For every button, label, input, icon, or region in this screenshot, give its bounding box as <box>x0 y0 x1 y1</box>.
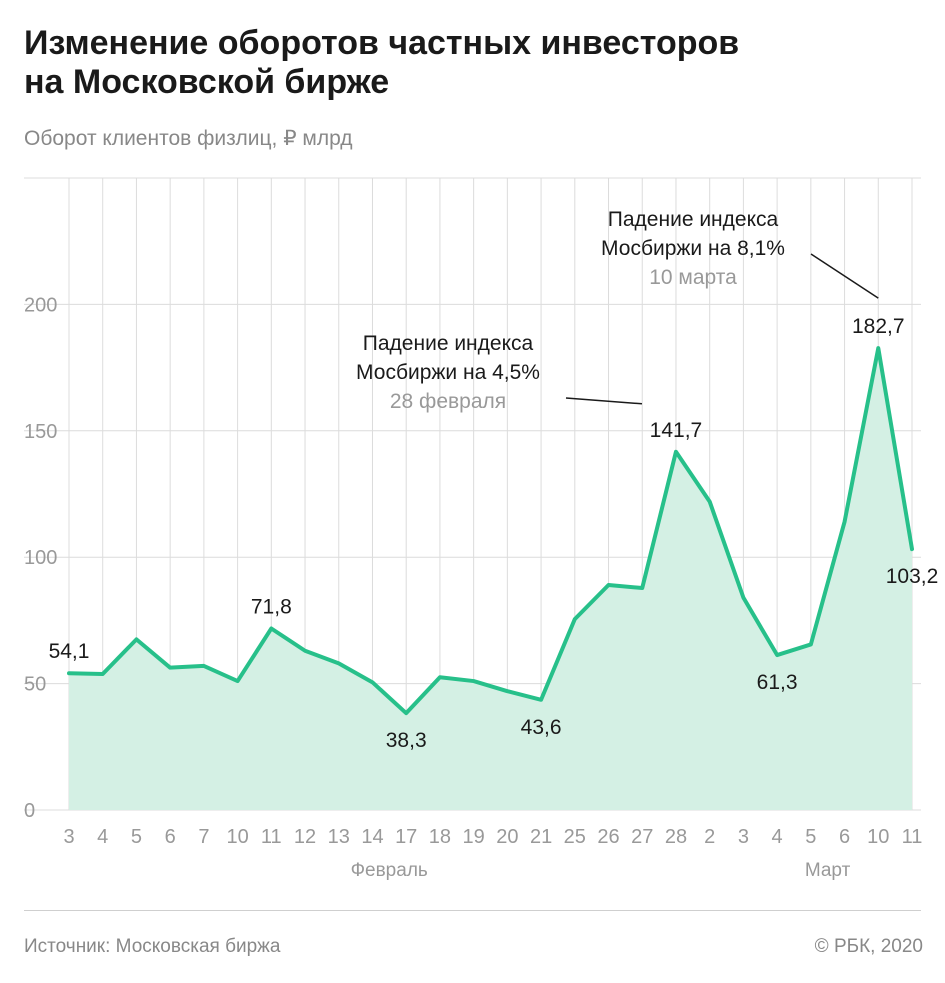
x-tick-label: 11 <box>902 826 923 848</box>
chart-title-line-2: на Московской бирже <box>24 63 390 101</box>
x-tick-label: 6 <box>839 826 850 848</box>
x-tick-label: 14 <box>361 826 383 848</box>
x-tick-label: 26 <box>597 826 619 848</box>
area-layer <box>69 348 912 810</box>
x-tick-label: 6 <box>165 826 176 848</box>
x-tick-label: 2 <box>704 826 715 848</box>
x-tick-label: 19 <box>463 826 485 848</box>
x-tick-label: 28 <box>665 826 687 848</box>
x-tick-label: 10 <box>867 826 889 848</box>
x-tick-label: 3 <box>63 826 74 848</box>
annotation-text: Падение индекса <box>608 208 779 231</box>
x-tick-label: 27 <box>631 826 653 848</box>
data-labels: 54,1 71,8 38,3 43,6 141,7 61,3 182,7 103,2 <box>49 315 939 752</box>
x-tick-label: 7 <box>198 826 209 848</box>
data-label: 71,8 <box>251 595 292 618</box>
data-label: 43,6 <box>521 716 562 739</box>
x-axis-ticks: 3 4 5 6 7 10 11 12 13 14 17 18 19 20 21 25 26 27 28 2 3 4 5 6 10… <box>63 826 922 881</box>
x-tick-label: 4 <box>97 826 108 848</box>
data-label: 141,7 <box>650 419 703 442</box>
x-tick-label: 18 <box>429 826 451 848</box>
x-tick-label: 4 <box>772 826 783 848</box>
x-tick-label: 3 <box>738 826 749 848</box>
data-label: 61,3 <box>757 671 798 694</box>
y-axis-ticks: 0 50 100 150 200 <box>24 294 57 822</box>
x-tick-label: 13 <box>328 826 350 848</box>
data-label: 103,2 <box>886 565 939 588</box>
x-tick-label: 25 <box>564 826 586 848</box>
series-line <box>67 346 914 716</box>
x-tick-label: 17 <box>395 826 417 848</box>
copyright-note: © РБК, 2020 <box>814 936 923 957</box>
data-label: 38,3 <box>386 729 427 752</box>
annotations: Падение индекса Мосбиржи на 4,5% 28 феврал… <box>356 208 879 413</box>
data-label: 182,7 <box>852 315 905 338</box>
y-tick-label: 0 <box>24 800 35 822</box>
annotation-leader-line <box>565 397 643 405</box>
month-label: Февраль <box>351 860 428 881</box>
source-note: Источник: Московская биржа <box>24 936 281 957</box>
y-tick-label: 150 <box>24 421 57 443</box>
y-tick-label: 50 <box>24 674 46 696</box>
y-tick-label: 200 <box>24 294 57 316</box>
month-label: Март <box>805 860 851 881</box>
x-tick-label: 11 <box>261 826 282 848</box>
annotation-date: 28 февраля <box>390 390 506 413</box>
annotation-text: Мосбиржи на 8,1% <box>601 237 785 260</box>
chart-title-line-1: Изменение оборотов частных инвесторов <box>24 24 740 62</box>
annotation-text: Мосбиржи на 4,5% <box>356 361 540 384</box>
x-tick-label: 20 <box>496 826 518 848</box>
data-label: 54,1 <box>49 640 90 663</box>
footer-divider <box>24 910 921 911</box>
line-layer <box>67 346 914 716</box>
x-tick-label: 10 <box>226 826 248 848</box>
x-tick-label: 5 <box>805 826 816 848</box>
chart-subtitle: Оборот клиентов физлиц, ₽ млрд <box>24 127 353 150</box>
annotation-leader-line <box>810 253 879 299</box>
series-area <box>69 348 912 810</box>
x-tick-label: 21 <box>530 826 552 848</box>
y-tick-label: 100 <box>24 547 57 569</box>
annotation-date: 10 марта <box>649 266 737 289</box>
annotation-text: Падение индекса <box>363 332 534 355</box>
chart-title: Изменение оборотов частных инвесторов на… <box>24 24 739 102</box>
x-tick-label: 12 <box>294 826 316 848</box>
x-tick-label: 5 <box>131 826 142 848</box>
